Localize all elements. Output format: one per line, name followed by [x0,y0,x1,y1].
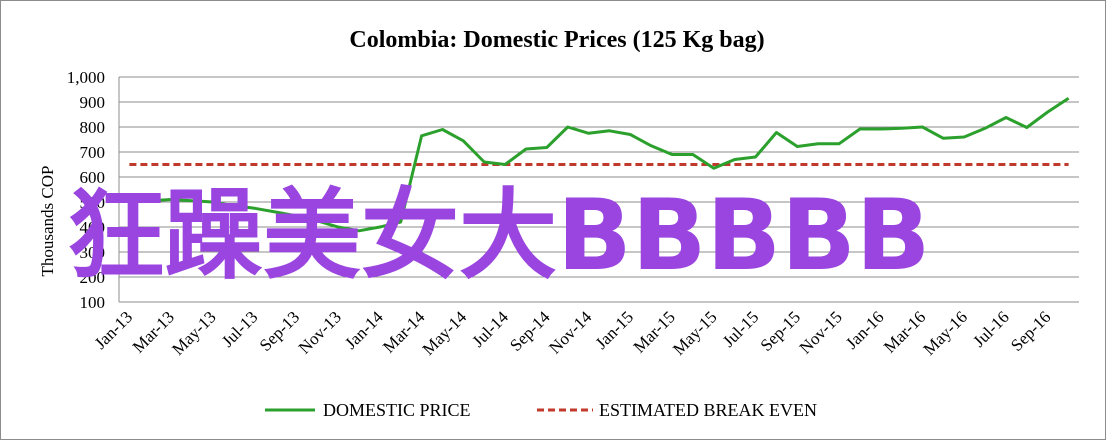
x-tick-label: Mar-16 [880,307,929,356]
x-tick-label: Sep-14 [506,307,554,355]
x-tick-label: Jan-15 [592,307,637,352]
x-tick-label: May-13 [168,307,219,358]
x-tick-label: Mar-15 [630,307,679,356]
x-tick-label: Sep-15 [757,307,804,354]
series-line-domestic-price [129,97,1070,233]
y-tick-label: 500 [80,193,106,212]
watermark-overlay-text: 狂躁美女大BBBBB [67,179,930,293]
x-tick-label: Sep-13 [256,307,303,354]
y-axis-ticks: 100 200 300 400 500 600 700 800 900 1,000 [67,68,105,312]
x-tick-label: May-16 [920,307,971,358]
y-tick-label: 800 [80,118,106,137]
series-lines [129,97,1070,233]
x-tick-label: Nov-13 [295,307,345,357]
x-axis-ticks: Jan-13Mar-13May-13Jul-13Sep-13Nov-13Jan-… [91,307,1055,359]
x-tick-label: May-14 [419,307,471,359]
x-tick-label: Jul-14 [468,307,512,351]
y-tick-label: 100 [80,293,106,312]
chart-title: Colombia: Domestic Prices (125 Kg bag) [349,27,764,53]
x-tick-label: Jan-16 [842,307,887,352]
x-tick-label: Jul-15 [719,307,762,350]
gridlines [118,76,1079,303]
x-tick-label: Mar-13 [129,307,178,356]
y-tick-label: 600 [80,168,106,187]
x-tick-label: Jan-13 [91,307,136,352]
x-tick-label: Nov-15 [796,307,846,357]
x-tick-label: Jan-14 [341,307,387,353]
legend-label-domestic-price: DOMESTIC PRICE [323,400,471,420]
y-tick-label: 200 [80,268,106,287]
y-tick-label: 300 [80,243,106,262]
y-tick-label: 1,000 [67,68,105,87]
y-tick-label: 900 [80,93,106,112]
legend-label-estimated-break-even: ESTIMATED BREAK EVEN [599,400,817,420]
legend: DOMESTIC PRICE ESTIMATED BREAK EVEN [265,400,817,420]
y-tick-label: 400 [80,218,106,237]
y-tick-label: 700 [80,143,106,162]
y-axis-title: Thousands COP [38,166,57,277]
x-tick-label: Nov-14 [545,307,596,358]
x-tick-label: May-15 [669,307,720,358]
x-tick-label: Sep-16 [1007,307,1054,354]
x-tick-label: Jul-13 [218,307,261,350]
x-tick-label: Jul-16 [969,307,1012,350]
